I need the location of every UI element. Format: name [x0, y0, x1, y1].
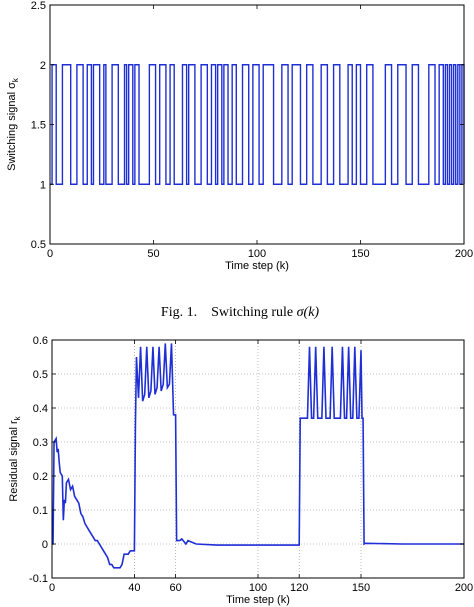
c2-ytick-label-0: -0.1: [29, 573, 48, 585]
c2-xtick-label-0: 0: [49, 582, 55, 594]
c1-y-ticks: 0.5 1 1.5 2 2.5: [31, 0, 464, 251]
switching-signal-chart: 0 50 100 150 200 0.5 1 1.5 2 2.5 Time step (k) S…: [6, 0, 473, 272]
c2-ytick-label-2: 0.1: [33, 505, 48, 517]
c1-ytick-label-2: 1.5: [31, 120, 46, 132]
c2-xtick-label-4: 120: [290, 582, 308, 594]
c2-y-axis-label-group: Residual signal rk: [8, 415, 22, 501]
caption-prefix: Fig. 1.: [161, 305, 197, 320]
c2-y-axis-label: Residual signal rk: [8, 415, 22, 501]
c2-plot-frame: [51, 339, 465, 579]
c1-ytick-label-4: 2.5: [31, 0, 46, 12]
c1-xtick-label-2: 100: [248, 248, 266, 260]
c1-series-line: [50, 64, 465, 185]
caption-math: σ(k): [297, 305, 320, 320]
c2-ytick-label-6: 0.5: [33, 369, 48, 381]
c1-y-axis-label-main: Switching signal σ: [6, 82, 18, 171]
c1-xtick-label-0: 0: [47, 248, 53, 260]
c1-xtick-label-4: 200: [455, 248, 473, 260]
c2-xtick-label-6: 200: [455, 582, 473, 594]
c1-y-axis-label: Switching signal σk: [6, 77, 20, 171]
c2-xtick-label-3: 100: [249, 582, 267, 594]
c2-x-axis-label: Time step (k): [226, 594, 290, 606]
c2-ytick-label-7: 0.6: [33, 335, 48, 347]
c2-xtick-label-2: 60: [169, 582, 181, 594]
caption-text: Switching rule: [211, 305, 297, 320]
c2-ytick-label-5: 0.4: [33, 403, 48, 415]
c1-xtick-label-3: 150: [351, 248, 369, 260]
c1-xtick-label-1: 50: [147, 248, 159, 260]
c1-ytick-label-1: 1: [40, 179, 46, 191]
c2-xtick-label-1: 40: [128, 582, 140, 594]
c1-x-ticks: 0 50 100 150 200: [47, 5, 473, 260]
figure-caption: Fig. 1. Switching rule σ(k): [161, 305, 320, 320]
c1-x-axis-label: Time step (k): [225, 260, 289, 272]
residual-signal-chart: 0 40 60 100 120 150 200 -0.100.10.20.30.40.50.…: [8, 335, 473, 606]
c1-y-axis-label-group: Switching signal σk: [6, 77, 20, 171]
c1-ytick-label-0: 0.5: [31, 239, 46, 251]
c1-ytick-label-3: 2: [40, 60, 46, 72]
c2-grid: [51, 339, 465, 579]
c1-y-axis-label-sub: k: [11, 77, 20, 82]
c2-ytick-label-4: 0.3: [33, 437, 48, 449]
c2-series-line: [52, 343, 464, 569]
c2-y-axis-label-main: Residual signal r: [8, 420, 20, 502]
c2-xtick-label-5: 150: [352, 582, 370, 594]
c2-x-ticks: 0 40 60 100 120 150 200: [49, 340, 473, 594]
c2-y-axis-label-sub: k: [13, 415, 22, 420]
c2-y-ticks: -0.1 0 0.1 0.2 0.3 0.4 0.5 0.6: [29, 335, 464, 585]
c2-ytick-label-1: 0: [42, 539, 48, 551]
c2-ytick-label-3: 0.2: [33, 471, 48, 483]
